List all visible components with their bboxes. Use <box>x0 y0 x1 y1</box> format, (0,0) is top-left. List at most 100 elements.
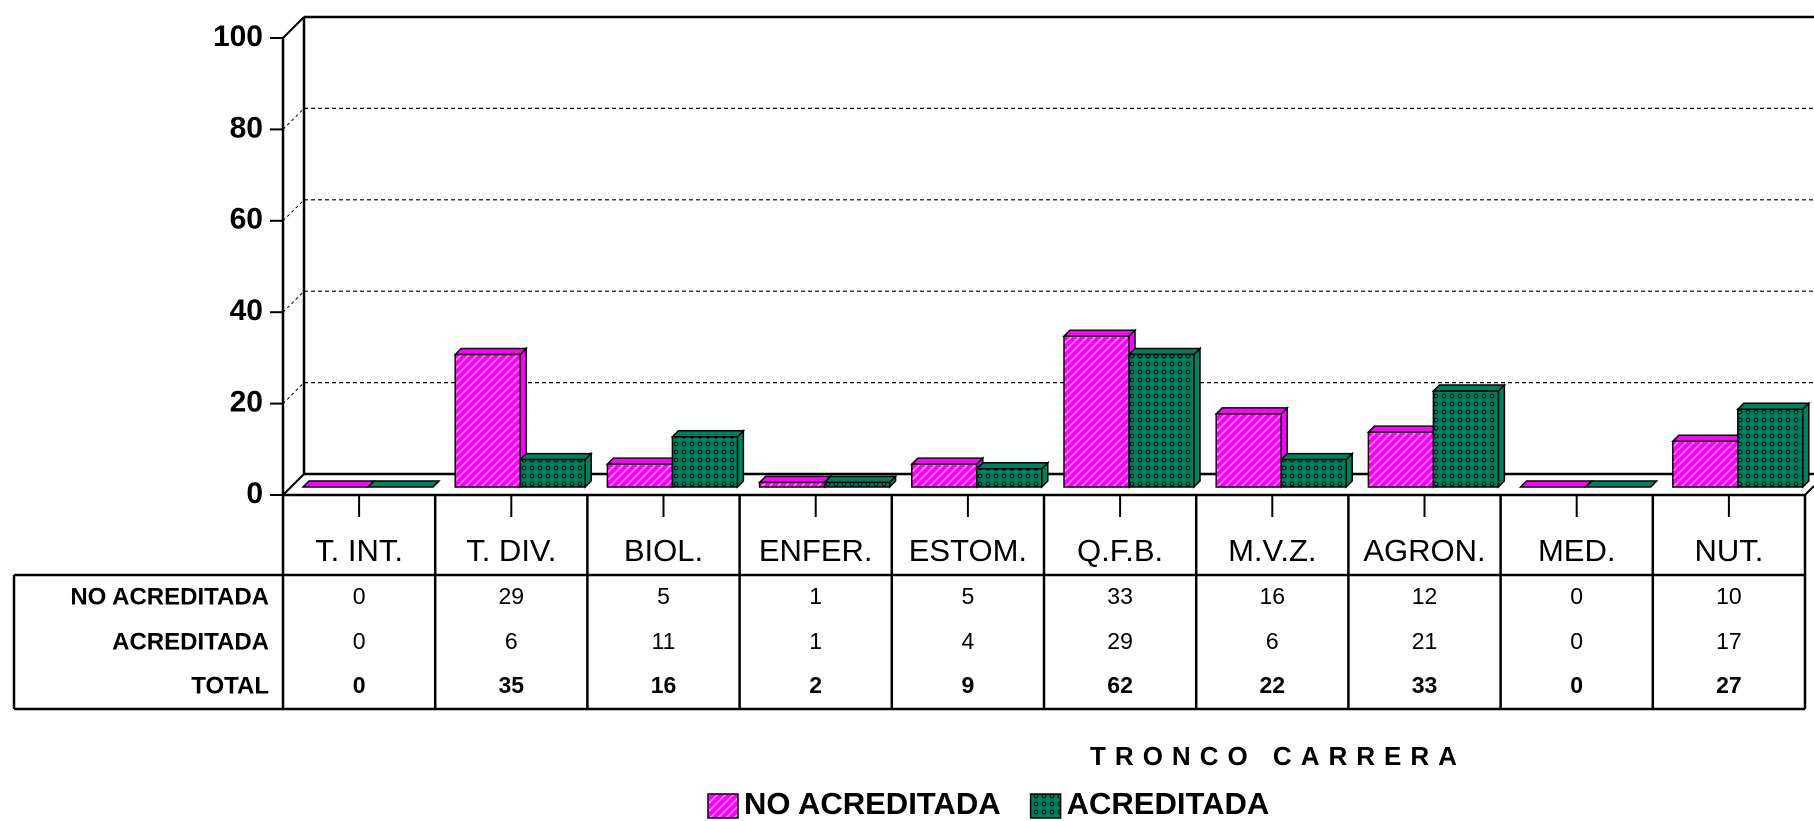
x-tick-label: M.V.Z. <box>1228 533 1316 568</box>
legend-swatch <box>707 793 739 819</box>
bar-top <box>1583 480 1659 488</box>
table-total: 35 <box>499 672 525 698</box>
legend-label: ACREDITADA <box>1067 786 1270 821</box>
bar <box>453 346 529 489</box>
bar <box>757 474 833 489</box>
table-total: 27 <box>1716 672 1742 698</box>
y-tick-label: 20 <box>230 386 263 419</box>
bar-front <box>1367 431 1435 488</box>
bar-top <box>670 429 746 438</box>
grid-diag <box>282 108 305 130</box>
bar-top <box>1366 425 1442 433</box>
x-axis-label: TRONCO CARRERA <box>1090 741 1466 771</box>
table-cell: 0 <box>353 583 366 609</box>
y-tick-label: 60 <box>230 203 263 236</box>
table-cell: 33 <box>1107 583 1133 609</box>
table-total: 22 <box>1260 672 1286 698</box>
legend-label: NO ACREDITADA <box>744 786 1001 821</box>
bar <box>301 480 376 488</box>
table-cell: 5 <box>962 583 975 609</box>
table-cell: 1 <box>809 628 822 654</box>
table-cell: 12 <box>1412 583 1438 609</box>
bar-top <box>822 475 898 484</box>
table-total: 2 <box>809 672 822 698</box>
bar <box>605 456 681 489</box>
y-tick-label: 100 <box>213 20 263 53</box>
back-wall <box>302 17 1814 476</box>
bar-top <box>1214 407 1290 415</box>
bar-front <box>519 458 586 488</box>
bar-front <box>606 463 674 488</box>
bar-top <box>1062 329 1137 337</box>
bar-top <box>1735 402 1811 411</box>
y-tick-label: 40 <box>230 294 263 327</box>
bar-top <box>366 480 441 488</box>
bar <box>1670 433 1746 489</box>
row-label: NO ACREDITADA <box>70 583 269 610</box>
bar <box>974 460 1050 489</box>
table-cell: 29 <box>499 583 525 609</box>
table-cell: 0 <box>353 628 366 654</box>
bar-top <box>1279 452 1355 461</box>
bar-front <box>454 353 521 488</box>
bar <box>1583 480 1659 488</box>
bar-top <box>974 461 1050 470</box>
bar-front <box>1432 390 1500 488</box>
x-tick-label: T. INT. <box>315 533 403 568</box>
bar <box>1735 401 1811 489</box>
bar-front <box>1063 335 1130 488</box>
bar-top <box>1431 384 1507 392</box>
table-total: 33 <box>1412 672 1438 698</box>
x-tick-label: AGRON. <box>1363 533 1485 568</box>
bar-side <box>736 428 745 489</box>
row-label: TOTAL <box>191 672 269 699</box>
x-tick-label: MED. <box>1538 533 1616 568</box>
table-cell: 11 <box>652 628 676 654</box>
bar <box>366 480 441 488</box>
table-total: 16 <box>651 672 677 698</box>
bar-top <box>605 457 681 465</box>
bar-front <box>1672 440 1739 488</box>
grid-diag <box>282 290 305 313</box>
bar-side <box>1193 346 1201 489</box>
bar <box>1062 328 1137 489</box>
bar <box>1366 424 1442 489</box>
bar-front <box>823 481 891 488</box>
table-total: 0 <box>1570 672 1583 698</box>
bar-front <box>1215 413 1282 488</box>
x-tick-label: T. DIV. <box>466 533 556 568</box>
bar <box>1214 406 1290 489</box>
table-cell: 0 <box>1570 583 1583 609</box>
x-tick-label: Q.F.B. <box>1077 533 1163 568</box>
x-tick-label: ESTOM. <box>909 533 1027 568</box>
bar <box>1431 383 1507 489</box>
y-tick-label: 80 <box>230 111 263 144</box>
bar-top <box>909 457 985 465</box>
bar-top <box>1670 434 1746 443</box>
bar-front <box>976 467 1043 488</box>
table-cell: 5 <box>657 583 670 609</box>
table-total: 0 <box>353 672 366 698</box>
bar-front <box>1280 458 1347 488</box>
bar <box>1127 346 1202 489</box>
x-tick-label: BIOL. <box>624 533 703 568</box>
bar-side <box>1802 401 1810 489</box>
bar-front <box>758 481 826 488</box>
bar-front <box>671 435 739 488</box>
legend-swatch <box>1029 793 1062 819</box>
floor-left <box>282 473 305 496</box>
row-label: ACREDITADA <box>112 628 269 655</box>
x-tick-label: ENFER. <box>759 533 873 568</box>
table-cell: 6 <box>1266 628 1279 654</box>
bar-top <box>301 480 376 488</box>
bar <box>909 456 985 489</box>
floor-right <box>1804 485 1814 496</box>
grid-diag <box>282 382 305 404</box>
bar <box>1279 451 1355 489</box>
bar <box>822 474 898 489</box>
table-cell: 6 <box>505 628 518 654</box>
bar-front <box>911 463 978 488</box>
bar <box>670 428 746 489</box>
bar <box>518 451 594 489</box>
